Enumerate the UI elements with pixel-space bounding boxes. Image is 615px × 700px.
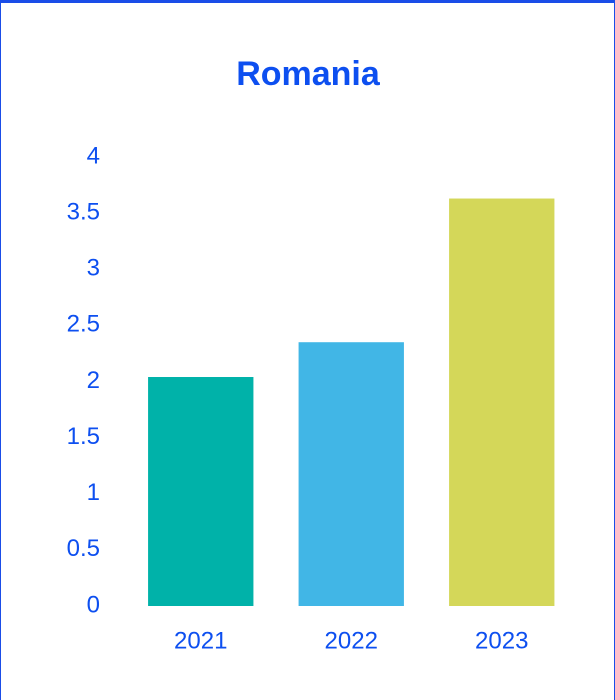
y-tick-label: 2.5: [67, 311, 100, 338]
bar: [298, 342, 404, 606]
y-tick-label: 3.5: [67, 198, 100, 225]
y-tick-label: 2: [87, 367, 100, 394]
y-tick-label: 0: [87, 591, 100, 618]
x-tick-label: 2021: [174, 627, 227, 654]
bar: [148, 377, 254, 606]
x-tick-label: 2022: [325, 627, 378, 654]
y-tick-label: 1.5: [67, 423, 100, 450]
y-tick-label: 0.5: [67, 535, 100, 562]
y-tick-label: 1: [87, 479, 100, 506]
bar: [449, 198, 555, 606]
chart-title: Romania: [236, 55, 381, 93]
x-tick-label: 2023: [475, 627, 528, 654]
y-tick-label: 4: [87, 142, 100, 169]
y-tick-label: 3: [87, 255, 100, 282]
